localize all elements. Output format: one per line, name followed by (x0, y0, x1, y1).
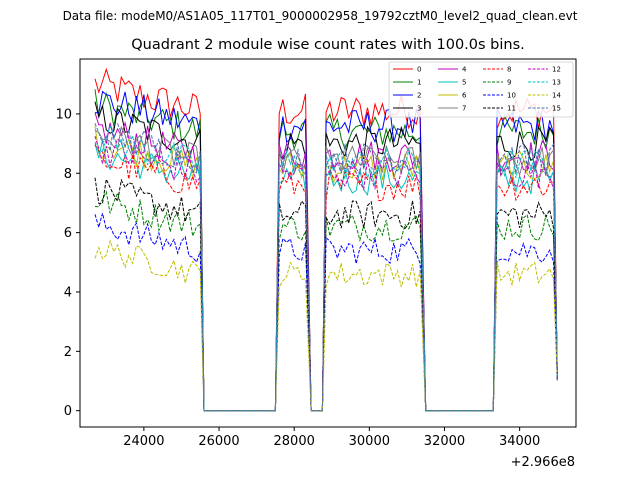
legend-label-13: 13 (552, 79, 561, 87)
series-line-14 (94, 239, 558, 412)
legend-label-14: 14 (552, 92, 561, 100)
series-line-13 (94, 125, 558, 412)
legend-box (388, 61, 574, 118)
y-tick-label: 8 (64, 167, 72, 182)
legend-label-12: 12 (552, 66, 561, 74)
series-line-3 (94, 101, 558, 412)
x-tick-label: 24000 (123, 434, 164, 449)
series-line-1 (94, 89, 558, 412)
y-tick-label: 4 (64, 285, 72, 300)
legend-label-8: 8 (507, 66, 511, 74)
legend-label-9: 9 (507, 79, 511, 87)
axes-frame (79, 58, 577, 428)
plot-area (94, 67, 558, 412)
series-line-12 (94, 135, 558, 412)
series-line-6 (94, 126, 558, 412)
legend-label-5: 5 (462, 79, 466, 87)
series-line-9 (94, 190, 558, 412)
legend-label-3: 3 (417, 105, 421, 113)
series-line-15 (94, 123, 558, 412)
chart-suptitle: Data file: modeM0/AS1A05_117T01_90000029… (63, 9, 578, 23)
series-line-8 (94, 144, 558, 412)
legend-label-1: 1 (417, 79, 421, 87)
legend-label-15: 15 (552, 105, 561, 113)
series-line-11 (94, 177, 558, 412)
x-tick-label: 28000 (274, 434, 315, 449)
chart-title: Quadrant 2 module wise count rates with … (131, 37, 525, 53)
legend-label-2: 2 (417, 92, 421, 100)
legend-label-11: 11 (507, 105, 516, 113)
y-tick-label: 2 (64, 345, 72, 360)
x-offset-label: +2.966e8 (511, 455, 575, 470)
y-tick-label: 0 (64, 404, 72, 419)
x-tick-label: 30000 (349, 434, 390, 449)
series-line-10 (94, 213, 558, 412)
legend-label-4: 4 (462, 66, 467, 74)
x-tick-label: 26000 (198, 434, 239, 449)
x-tick-label: 34000 (499, 434, 540, 449)
x-tick-label: 32000 (424, 434, 465, 449)
y-tick-label: 6 (64, 226, 72, 241)
legend-label-6: 6 (462, 92, 467, 100)
legend-label-10: 10 (507, 92, 516, 100)
series-line-4 (94, 112, 558, 412)
legend-label-7: 7 (462, 105, 466, 113)
series-line-2 (94, 90, 558, 412)
legend-label-0: 0 (417, 66, 421, 74)
y-tick-label: 10 (55, 107, 72, 122)
